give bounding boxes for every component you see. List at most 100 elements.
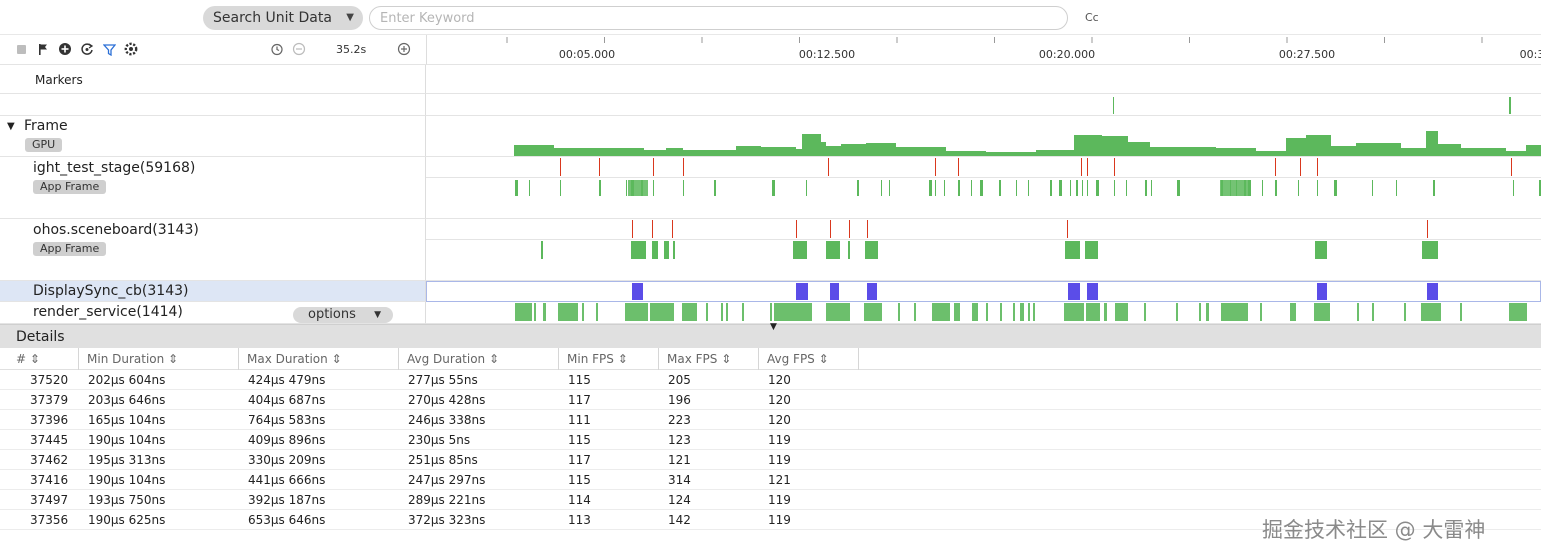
time-tick-label: 00:27.500 bbox=[1278, 48, 1336, 61]
time-tick-label: 00:05.000 bbox=[558, 48, 616, 61]
column-header[interactable]: # ⇕ bbox=[0, 348, 79, 370]
time-tick-label: 00:3 bbox=[1519, 48, 1541, 61]
frame-slice bbox=[1317, 180, 1318, 196]
table-row[interactable]: 37462 195μs 313ns 330μs 209ns 251μs 85ns 117… bbox=[0, 450, 1541, 470]
gpu-bar bbox=[796, 149, 802, 156]
gpu-bar bbox=[896, 147, 926, 156]
gpu-bar bbox=[1150, 147, 1216, 156]
markers-track-header[interactable]: Markers bbox=[0, 65, 426, 94]
table-row[interactable]: 37416 190μs 104ns 441μs 666ns 247μs 297ns 11… bbox=[0, 470, 1541, 490]
jank-marker bbox=[867, 220, 868, 238]
displaysync-track[interactable] bbox=[426, 281, 1541, 302]
render-slice bbox=[1357, 303, 1359, 321]
process-frame-track[interactable] bbox=[426, 219, 1541, 281]
options-label: options bbox=[308, 307, 356, 322]
process-name: ohos.sceneboard(3143) bbox=[33, 222, 199, 238]
column-header[interactable]: Max FPS ⇕ bbox=[659, 348, 759, 370]
details-panel-header[interactable]: Details bbox=[0, 324, 1541, 348]
table-row[interactable]: 37356 190μs 625ns 653μs 646ns 372μs 323ns 11… bbox=[0, 510, 1541, 530]
frame-slice bbox=[1028, 180, 1029, 196]
timer-icon[interactable] bbox=[269, 41, 285, 57]
render-slice bbox=[826, 303, 850, 321]
frame-slice bbox=[1177, 180, 1180, 196]
table-cell: 37379 bbox=[30, 393, 69, 407]
marker bbox=[1113, 97, 1114, 114]
table-cell: 124 bbox=[668, 493, 691, 507]
gpu-bar bbox=[1286, 138, 1306, 156]
jank-marker bbox=[683, 158, 684, 176]
displaysync-track-header[interactable]: DisplaySync_cb(3143) bbox=[0, 281, 426, 302]
zoom-out-icon[interactable] bbox=[291, 41, 307, 57]
table-cell: 123 bbox=[668, 433, 691, 447]
process-track-header[interactable]: ohos.sceneboard(3143) App Frame bbox=[0, 219, 426, 281]
frame-track-header[interactable]: ▼ Frame GPU bbox=[0, 116, 426, 157]
table-row[interactable]: 37379 203μs 646ns 404μs 687ns 270μs 428ns 11… bbox=[0, 390, 1541, 410]
gpu-bar bbox=[1036, 150, 1074, 156]
table-cell: 120 bbox=[768, 373, 791, 387]
options-dropdown[interactable]: options ▼ bbox=[293, 307, 393, 323]
gpu-bar bbox=[644, 150, 666, 156]
column-header[interactable]: Max Duration ⇕ bbox=[239, 348, 399, 370]
app-frame-tag: App Frame bbox=[33, 242, 107, 256]
process-track-header[interactable]: ight_test_stage(59168) App Frame bbox=[0, 157, 426, 219]
table-cell: 330μs 209ns bbox=[248, 453, 326, 467]
gpu-bar bbox=[866, 143, 896, 156]
table-row[interactable]: 37497 193μs 750ns 392μs 187ns 289μs 221ns 11… bbox=[0, 490, 1541, 510]
jank-marker bbox=[672, 220, 673, 238]
table-cell: 117 bbox=[568, 453, 591, 467]
table-cell: 277μs 55ns bbox=[408, 373, 478, 387]
search-type-select[interactable]: Search Unit Data ▼ bbox=[203, 6, 363, 30]
table-cell: 190μs 104ns bbox=[88, 473, 166, 487]
column-header[interactable]: Avg Duration ⇕ bbox=[399, 348, 559, 370]
render-slice bbox=[932, 303, 950, 321]
refresh-icon[interactable] bbox=[79, 41, 95, 57]
table-row[interactable]: 37396 165μs 104ns 764μs 583ns 246μs 338ns 11… bbox=[0, 410, 1541, 430]
flag-icon[interactable] bbox=[35, 41, 51, 57]
displaysync-slice bbox=[632, 283, 643, 300]
render-slice bbox=[1260, 303, 1262, 321]
search-input[interactable] bbox=[369, 6, 1068, 30]
gpu-bar bbox=[1506, 151, 1526, 156]
search-type-label: Search Unit Data bbox=[213, 10, 332, 26]
match-case-toggle[interactable]: Cc bbox=[1085, 11, 1099, 24]
jank-marker bbox=[560, 158, 561, 176]
render-slice bbox=[1064, 303, 1084, 321]
panel-resize-handle-icon[interactable]: ▼ bbox=[770, 322, 777, 332]
gpu-frame-area-chart bbox=[514, 131, 1541, 156]
thread-name: DisplaySync_cb(3143) bbox=[33, 283, 189, 299]
render-service-track[interactable] bbox=[426, 302, 1541, 324]
render-slice bbox=[1314, 303, 1330, 321]
time-ruler[interactable]: 00:05.000 00:12.500 00:20.000 00:27.500 … bbox=[426, 35, 1541, 65]
table-cell: 113 bbox=[568, 513, 591, 527]
gpu-bar bbox=[1306, 135, 1331, 156]
table-row[interactable]: 37520 202μs 604ns 424μs 479ns 277μs 55ns 115… bbox=[0, 370, 1541, 390]
table-cell: 37462 bbox=[30, 453, 69, 467]
column-header[interactable]: Min Duration ⇕ bbox=[79, 348, 239, 370]
stop-icon[interactable] bbox=[13, 41, 29, 57]
displaysync-slice bbox=[1427, 283, 1438, 300]
gpu-frame-track[interactable] bbox=[426, 116, 1541, 157]
gpu-bar bbox=[761, 147, 796, 156]
frame-slice bbox=[631, 241, 646, 259]
displaysync-slice bbox=[830, 283, 839, 300]
render-slice bbox=[515, 303, 532, 321]
markers-label: Markers bbox=[35, 73, 83, 87]
process-frame-track[interactable] bbox=[426, 157, 1541, 219]
zoom-in-icon[interactable] bbox=[396, 41, 412, 57]
table-cell: 764μs 583ns bbox=[248, 413, 326, 427]
displaysync-slice bbox=[1087, 283, 1098, 300]
table-cell: 289μs 221ns bbox=[408, 493, 486, 507]
frame-slice bbox=[1070, 180, 1071, 196]
render-slice bbox=[534, 303, 536, 321]
frame-slice bbox=[683, 180, 684, 196]
filter-icon[interactable] bbox=[101, 41, 117, 57]
column-header[interactable]: Avg FPS ⇕ bbox=[759, 348, 859, 370]
settings-icon[interactable] bbox=[123, 41, 139, 57]
expand-caret-icon[interactable]: ▼ bbox=[7, 121, 15, 132]
add-circle-icon[interactable] bbox=[57, 41, 73, 57]
table-cell: 441μs 666ns bbox=[248, 473, 326, 487]
table-row[interactable]: 37445 190μs 104ns 409μs 896ns 230μs 5ns 115 1… bbox=[0, 430, 1541, 450]
column-header[interactable]: Min FPS ⇕ bbox=[559, 348, 659, 370]
gpu-bar bbox=[986, 152, 1036, 156]
table-cell: 37396 bbox=[30, 413, 69, 427]
